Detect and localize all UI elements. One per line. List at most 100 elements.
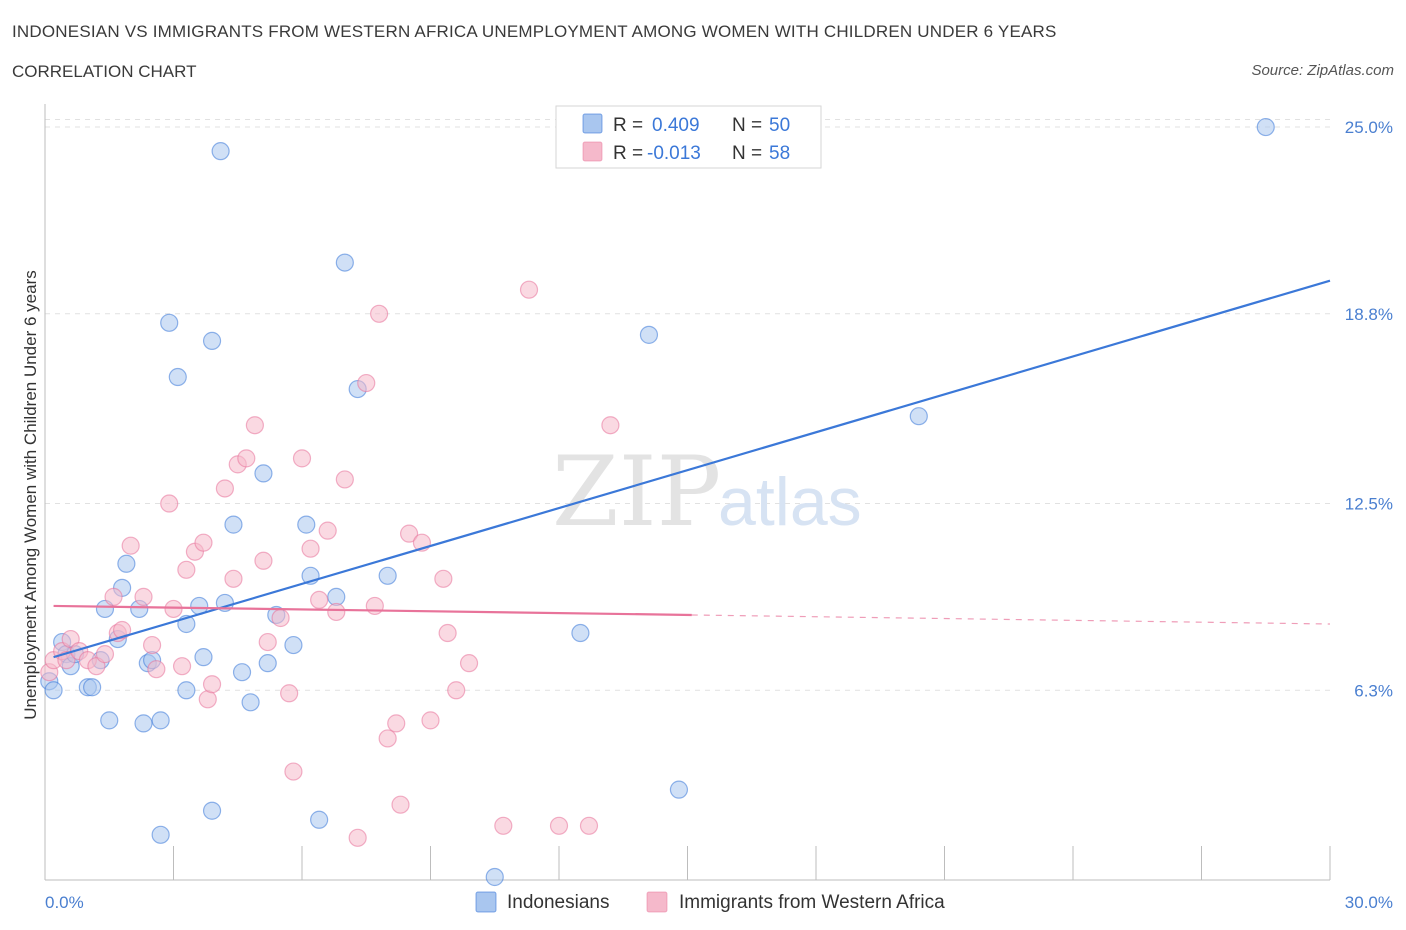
- immigrants-point: [245, 416, 264, 435]
- immigrants-point: [134, 587, 153, 606]
- indonesians-point: [194, 648, 213, 667]
- immigrants-point: [434, 569, 453, 588]
- indonesians-point: [639, 325, 659, 344]
- immigrants-point: [57, 651, 76, 670]
- immigrants-point: [399, 524, 419, 543]
- y-tick-label: 25.0%: [1345, 118, 1393, 137]
- watermark-zip: ZIP: [552, 436, 721, 548]
- indonesians-point: [254, 464, 273, 483]
- legend-swatch-indonesians: [582, 113, 603, 134]
- y-tick-label: 18.8%: [1345, 305, 1393, 324]
- immigrants-point: [549, 816, 569, 835]
- indonesians-trend-line: [53, 279, 1331, 659]
- indonesians-point: [134, 714, 153, 733]
- immigrants-point: [147, 660, 166, 679]
- immigrants-point: [237, 449, 256, 468]
- immigrants-point: [301, 539, 320, 558]
- immigrants-point: [519, 280, 539, 299]
- indonesians-point: [117, 554, 136, 573]
- immigrants-point: [271, 608, 290, 628]
- legend-n-label-2: N =: [732, 143, 762, 164]
- watermark: ZIP atlas: [552, 436, 862, 548]
- indonesians-point: [241, 693, 260, 712]
- y-axis-title: Unemployment Among Women with Children U…: [21, 270, 40, 719]
- indonesians-point: [202, 331, 222, 350]
- immigrants-point: [378, 729, 397, 748]
- immigrants-point: [357, 373, 376, 393]
- indonesians-point: [310, 810, 329, 829]
- bottom-legend-swatch-indonesians: [475, 891, 497, 913]
- y-tick-label: 12.5%: [1345, 495, 1393, 514]
- indonesians-point: [224, 515, 243, 534]
- legend-r-value-1: 0.409: [652, 115, 700, 136]
- immigrants-point: [318, 521, 337, 540]
- indonesians-point: [284, 635, 303, 655]
- x-tick-label: 0.0%: [45, 893, 84, 912]
- immigrants-point: [194, 533, 213, 552]
- trend-lines: [53, 279, 1331, 659]
- axes: [44, 104, 1331, 881]
- legend-swatch-immigrants: [582, 141, 603, 162]
- immigrants-point: [365, 596, 384, 616]
- watermark-atlas: atlas: [718, 464, 862, 540]
- indonesians-point: [1256, 117, 1275, 137]
- immigrants-trend-line: [53, 604, 692, 617]
- immigrants-point: [142, 635, 162, 655]
- bottom-legend-label-immigrants: Immigrants from Western Africa: [679, 892, 945, 913]
- legend-r-label-1: R =: [613, 115, 643, 136]
- chart-title: INDONESIAN VS IMMIGRANTS FROM WESTERN AF…: [12, 22, 1057, 41]
- immigrants-point: [177, 560, 196, 579]
- indonesians-point: [168, 367, 187, 387]
- immigrants-point: [104, 587, 123, 606]
- immigrants-point: [579, 816, 599, 835]
- immigrants-point: [421, 711, 440, 730]
- immigrants-point: [601, 416, 620, 435]
- immigrants-point: [160, 494, 179, 513]
- immigrants-point: [258, 632, 277, 652]
- immigrants-point: [370, 304, 389, 323]
- indonesians-point: [669, 780, 689, 799]
- indonesians-point: [485, 867, 504, 887]
- indonesians-point: [151, 825, 170, 844]
- immigrants-point: [348, 828, 367, 847]
- immigrants-point: [494, 816, 513, 835]
- immigrants-point: [121, 536, 140, 555]
- immigrants-point: [284, 762, 303, 781]
- indonesians-point: [44, 681, 63, 700]
- legend-r-label-2: R =: [613, 143, 643, 164]
- source-label: Source: ZipAtlas.com: [1251, 62, 1394, 79]
- immigrants-point: [391, 795, 410, 814]
- immigrants-point: [438, 623, 457, 643]
- immigrants-point: [198, 690, 217, 709]
- indonesians-point: [909, 407, 928, 426]
- immigrants-point: [459, 654, 479, 673]
- legend-n-value-1: 50: [769, 115, 790, 136]
- immigrants-trend-line-extension: [691, 614, 1331, 625]
- x-tick-label: 30.0%: [1345, 893, 1393, 912]
- immigrants-point: [387, 714, 406, 733]
- y-tick-label: 6.3%: [1354, 681, 1393, 700]
- indonesians-point: [160, 313, 179, 332]
- immigrants-point: [164, 599, 183, 619]
- bottom-legend-label-indonesians: Indonesians: [507, 892, 609, 913]
- immigrants-point: [254, 551, 273, 570]
- bottom-legend: Indonesians Immigrants from Western Afri…: [475, 891, 945, 913]
- indonesians-point: [211, 142, 230, 161]
- immigrants-point: [335, 470, 354, 489]
- immigrants-point: [292, 449, 312, 468]
- indonesians-point: [335, 253, 354, 272]
- indonesians-point: [571, 623, 590, 643]
- indonesians-point: [297, 515, 316, 534]
- legend-n-value-2: 58: [769, 143, 790, 164]
- top-legend: R = 0.409 N = 50 R = -0.013 N = 58: [555, 105, 822, 169]
- grid-lines: [45, 119, 1330, 691]
- indonesians-point: [327, 587, 346, 606]
- indonesians-point: [378, 566, 397, 585]
- immigrants-point: [447, 681, 466, 700]
- bottom-legend-swatch-immigrants: [646, 891, 668, 913]
- immigrants-point: [224, 569, 243, 588]
- data-points: [40, 117, 1275, 887]
- immigrants-point: [327, 602, 346, 622]
- indonesians-point: [100, 711, 119, 730]
